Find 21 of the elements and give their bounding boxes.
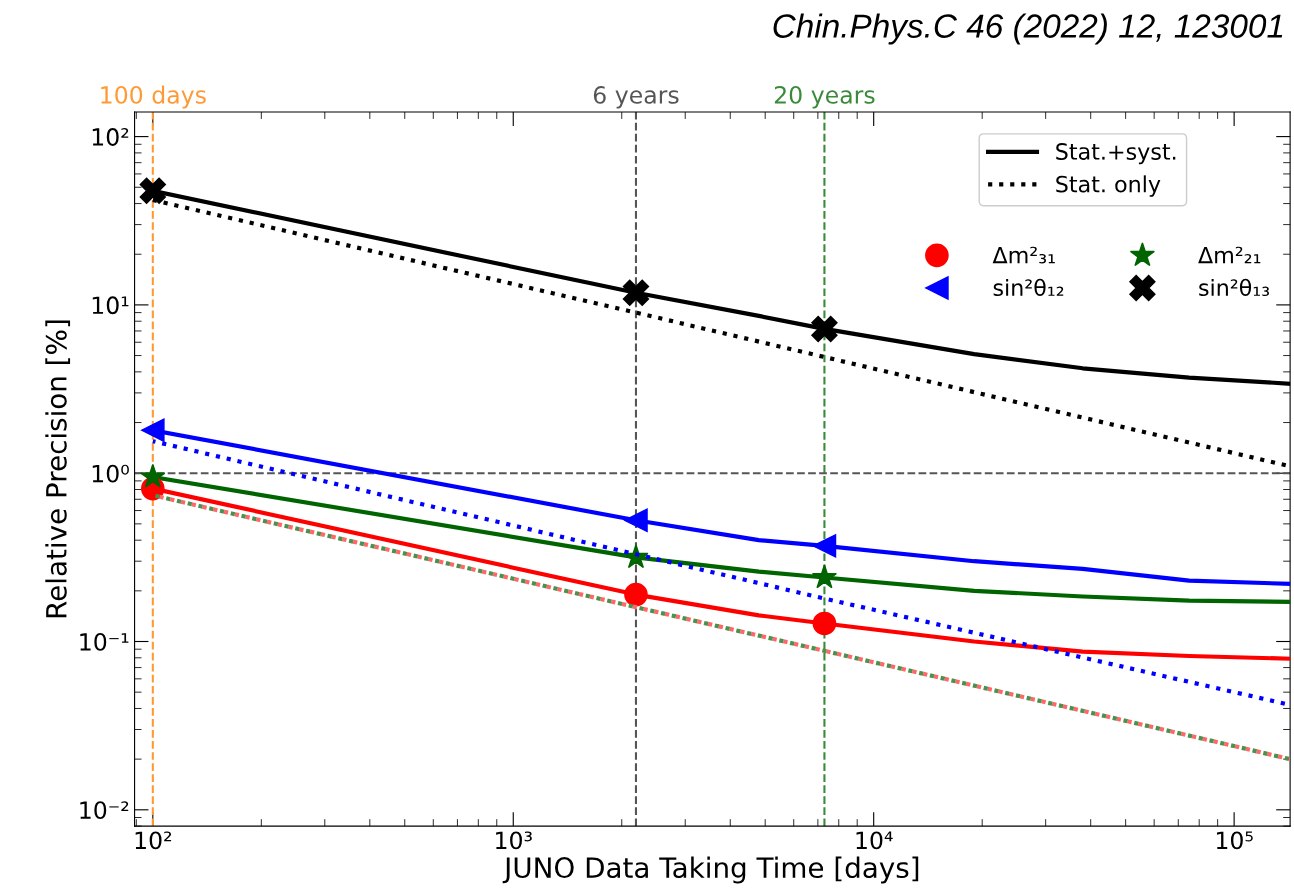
x-tick-label: 10⁵: [1216, 831, 1253, 850]
ref-line-label: 20 years: [774, 86, 875, 109]
ref-line-label: 100 days: [101, 85, 206, 109]
chart-title: Chin.Phys.C 46 (2022) 12, 123001: [773, 13, 1283, 45]
legend-label: sin²θ₁₂: [993, 278, 1064, 297]
y-tick-label: 10⁻²: [80, 801, 129, 820]
legend-label: Stat.+syst.: [1056, 143, 1176, 165]
legend-label: sin²θ₁₃: [1199, 278, 1269, 297]
x-tick-label: 10³: [496, 831, 532, 850]
x-tick-label: 10⁴: [856, 831, 893, 850]
y-tick-label: 10⁰: [92, 464, 129, 483]
legend-label: Stat. only: [1056, 175, 1161, 197]
ref-line-label: 6 years: [593, 86, 679, 109]
y-tick-label: 10¹: [92, 296, 129, 315]
y-tick-label: 10⁻¹: [80, 632, 129, 651]
legend-label: Δm²₂₁: [1198, 246, 1261, 264]
x-tick-label: 10²: [135, 831, 172, 850]
x-axis-title: JUNO Data Taking Time [days]: [502, 856, 919, 884]
y-axis-title: Relative Precision [%]: [45, 320, 71, 618]
legend-label: Δm²₃₁: [992, 246, 1055, 264]
y-tick-label: 10²: [92, 128, 129, 146]
